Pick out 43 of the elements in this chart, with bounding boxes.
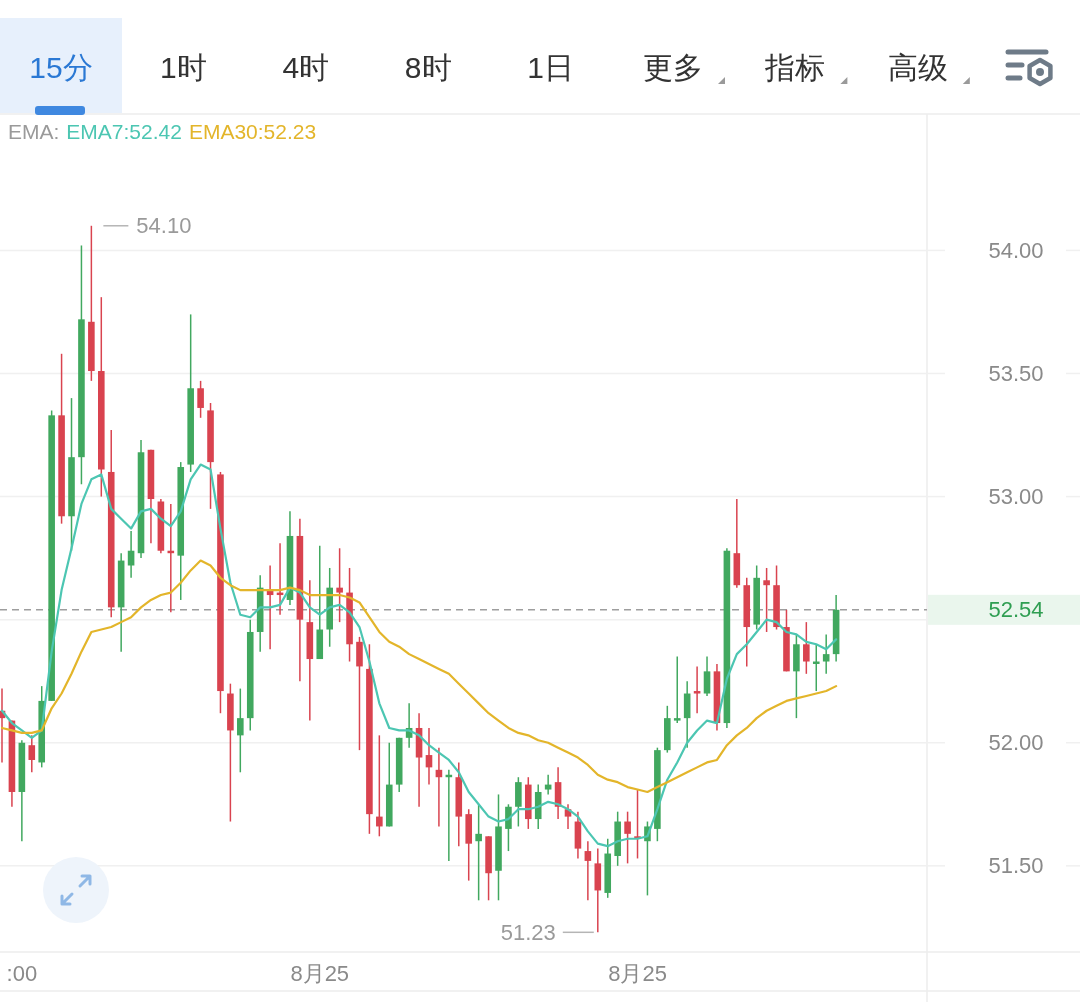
line-series	[0, 559, 838, 794]
x-tick-label: 8月25	[290, 960, 350, 986]
annotation: 51.23	[500, 919, 556, 945]
candlestick	[475, 803, 482, 902]
y-tick-label: 53.00	[988, 484, 1044, 510]
legend-label: EMA7:52.42	[66, 119, 182, 143]
legend-title: EMA:	[8, 119, 60, 143]
candlestick	[376, 734, 383, 838]
x-tick-label: 8月25	[608, 960, 667, 986]
candlestick	[28, 734, 36, 774]
candlestick	[505, 803, 512, 852]
annotation: 54.10	[102, 213, 192, 239]
candlestick	[584, 840, 592, 902]
tab-label: 高级	[887, 50, 948, 84]
tab-label: 1日	[527, 50, 574, 84]
tab-label: 指标	[765, 50, 826, 84]
tab-label: 更多	[643, 50, 703, 84]
tab-label: 15分	[29, 50, 93, 84]
candlestick	[803, 621, 810, 675]
candlestick	[763, 567, 770, 633]
y-tick-label: 54.00	[988, 237, 1044, 263]
y-tick-label: 52.00	[988, 730, 1044, 756]
tab-label: 8时	[404, 50, 452, 84]
candlestick	[197, 380, 204, 419]
tab-label: 4时	[282, 50, 330, 84]
candlestick	[703, 655, 711, 697]
line-series	[0, 463, 838, 848]
candlestick	[127, 530, 135, 579]
candlestick	[673, 655, 681, 724]
y-tick-label: 53.50	[988, 360, 1044, 386]
candlestick	[624, 810, 631, 865]
candlestick	[237, 687, 244, 774]
tab-label: 1时	[160, 50, 207, 84]
y-tick-label: 51.50	[988, 853, 1044, 879]
annotation: 54.10	[136, 213, 192, 239]
candlestick	[544, 774, 552, 796]
candlestick	[822, 633, 830, 675]
legend-label: EMA30:52.23	[188, 119, 317, 143]
candlestick	[693, 665, 701, 714]
x-tick-label: :00	[6, 960, 38, 986]
candlestick	[336, 547, 343, 623]
y-tick-label: 52.54	[988, 597, 1044, 623]
annotation: 51.23	[500, 919, 595, 945]
